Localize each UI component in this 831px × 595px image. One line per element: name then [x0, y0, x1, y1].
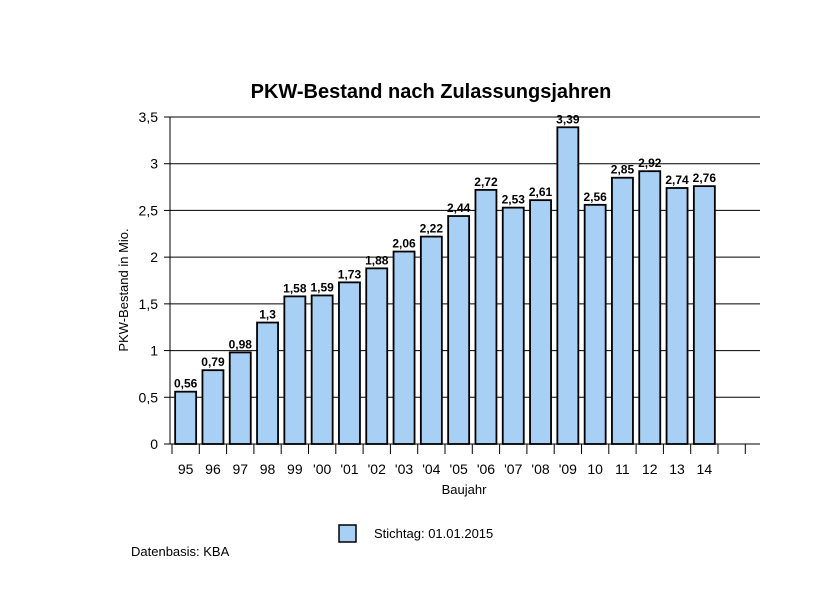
- x-tick-label-0: 95: [178, 461, 194, 477]
- legend: Stichtag: 01.01.2015: [338, 524, 493, 543]
- y-tick-label-1: 0,5: [139, 389, 159, 405]
- bar-05: [447, 215, 471, 445]
- value-label-14: 3,39: [556, 112, 580, 126]
- x-tick-label-11: '06: [477, 461, 495, 477]
- x-tick-label-7: '02: [368, 461, 386, 477]
- legend-label: Stichtag: 01.01.2015: [374, 526, 493, 541]
- y-tick-label-3: 1,5: [139, 296, 159, 312]
- x-tick-label-2: 97: [232, 461, 248, 477]
- bar-01: [338, 281, 361, 445]
- value-label-18: 2,74: [665, 173, 689, 187]
- value-label-3: 1,3: [259, 308, 276, 322]
- bar-99: [283, 295, 307, 445]
- bar-02: [365, 267, 389, 445]
- value-label-12: 2,53: [502, 193, 526, 207]
- data-source-note: Datenbasis: KBA: [131, 544, 230, 559]
- value-label-2: 0,98: [229, 337, 253, 351]
- y-axis-label: PKW-Bestand in Mio.: [116, 228, 131, 351]
- x-tick-label-19: 14: [697, 461, 713, 477]
- bar-95: [174, 390, 198, 445]
- x-tick-label-6: '01: [340, 461, 358, 477]
- x-tick-label-16: 11: [615, 461, 630, 477]
- x-tick-label-14: '09: [559, 461, 577, 477]
- x-tick-label-17: 12: [642, 461, 658, 477]
- x-tick-label-9: '04: [422, 461, 440, 477]
- x-tick-label-18: 13: [669, 461, 685, 477]
- value-label-17: 2,92: [638, 156, 662, 170]
- bar-11: [611, 176, 634, 445]
- y-tick-label-7: 3,5: [139, 109, 159, 125]
- chart-title: PKW-Bestand nach Zulassungsjahren: [251, 81, 612, 103]
- bar-08: [529, 199, 552, 445]
- x-tick-label-4: 99: [287, 461, 303, 477]
- value-label-15: 2,56: [583, 190, 607, 204]
- value-labels: 0,560,790,981,31,58 1,591,731,882,062,222…: [174, 112, 716, 390]
- bar-06: [474, 188, 498, 445]
- bar-03: [392, 250, 416, 445]
- y-tick-label-2: 1: [150, 343, 158, 359]
- bars: [174, 126, 716, 445]
- legend-swatch: [338, 524, 357, 543]
- bar-12: [638, 170, 662, 445]
- x-tick-labels: 95 96 97 98 99 '00 '01 '02 '03 '04 '05 '06 '07 '08 '09…: [178, 461, 712, 477]
- bar-97: [228, 351, 252, 445]
- x-tick-label-13: '08: [531, 461, 549, 477]
- value-label-9: 2,22: [420, 222, 444, 236]
- bar-00: [310, 294, 334, 445]
- x-tick-label-10: '05: [450, 461, 468, 477]
- y-tick-label-6: 3: [150, 156, 158, 172]
- value-label-16: 2,85: [611, 163, 635, 177]
- value-label-13: 2,61: [529, 185, 553, 199]
- bar-09: [556, 126, 580, 445]
- y-tick-labels: 0 0,5 1 1,5 2 2,5 3 3,5: [139, 109, 159, 452]
- value-label-1: 0,79: [201, 355, 225, 369]
- value-label-11: 2,72: [474, 175, 498, 189]
- value-label-6: 1,73: [338, 267, 362, 281]
- bar-13: [665, 187, 689, 445]
- bar-10: [583, 203, 607, 445]
- y-tick-label-4: 2: [150, 249, 158, 265]
- axes: [164, 116, 760, 454]
- bar-07: [501, 206, 525, 445]
- x-tick-label-3: 98: [260, 461, 276, 477]
- bar-14: [692, 185, 716, 445]
- x-tick-label-8: '03: [395, 461, 413, 477]
- value-label-4: 1,58: [283, 281, 307, 295]
- value-label-0: 0,56: [174, 377, 198, 391]
- y-tick-label-0: 0: [150, 436, 158, 452]
- y-tick-label-5: 2,5: [139, 202, 159, 218]
- bar-98: [256, 321, 279, 445]
- value-label-5: 1,59: [310, 280, 334, 294]
- bar-96: [201, 369, 225, 445]
- value-label-8: 2,06: [392, 237, 416, 251]
- value-label-7: 1,88: [365, 253, 389, 267]
- x-tick-label-5: '00: [313, 461, 331, 477]
- x-axis-label: Baujahr: [442, 482, 487, 497]
- x-tick-label-1: 96: [205, 461, 221, 477]
- x-tick-label-15: 10: [587, 461, 603, 477]
- x-tick-label-12: '07: [504, 461, 522, 477]
- value-label-19: 2,76: [693, 171, 717, 185]
- value-label-10: 2,44: [447, 201, 471, 215]
- bar-04: [419, 235, 443, 445]
